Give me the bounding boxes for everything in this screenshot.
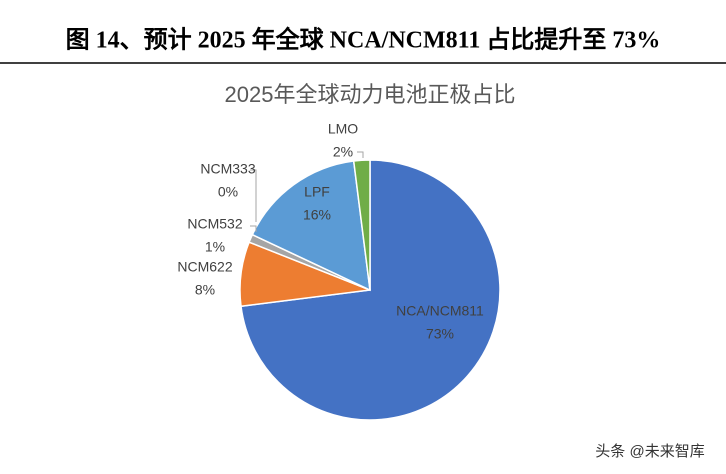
slice-label: NCM532 [187, 216, 242, 232]
leader-line [250, 169, 257, 222]
slice-value-label: 16% [303, 207, 331, 223]
pie-slice [352, 159, 371, 291]
leader-line [250, 225, 257, 232]
slice-value-label: 73% [426, 326, 454, 342]
slice-label: NCM333 [200, 161, 255, 177]
pie-slice [251, 160, 371, 292]
leader-line [357, 151, 364, 158]
slice-label: LMO [328, 121, 358, 137]
slice-value-label: 8% [195, 282, 215, 298]
chart-title: 2025年全球动力电池正极占比 [225, 82, 516, 107]
slice-value-label: 2% [333, 144, 353, 160]
slice-label: NCM622 [177, 259, 232, 275]
slice-value-label: 1% [205, 239, 225, 255]
header-title: 图 14、预计 2025 年全球 NCA/NCM811 占比提升至 73% [66, 26, 661, 54]
slice-value-label: 0% [218, 184, 238, 200]
watermark: 头条 @未来智库 [595, 442, 704, 460]
slice-label: LPF [304, 184, 330, 200]
slice-label: NCA/NCM811 [396, 303, 484, 319]
